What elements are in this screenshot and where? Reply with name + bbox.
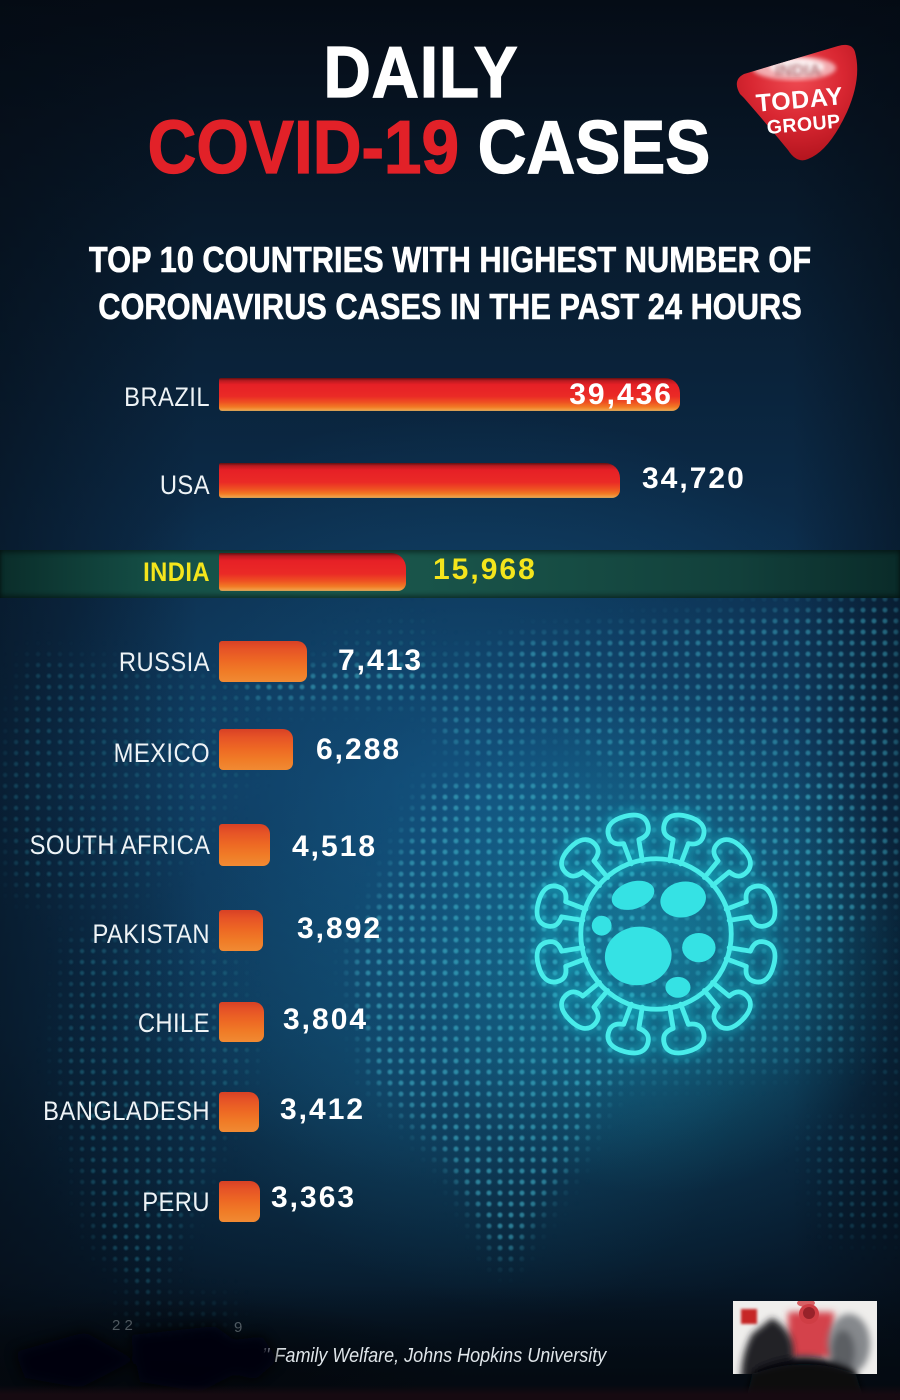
svg-text:9: 9	[234, 1319, 242, 1336]
svg-text:INDIA: INDIA	[775, 61, 821, 80]
svg-text:2 2: 2 2	[112, 1317, 133, 1334]
